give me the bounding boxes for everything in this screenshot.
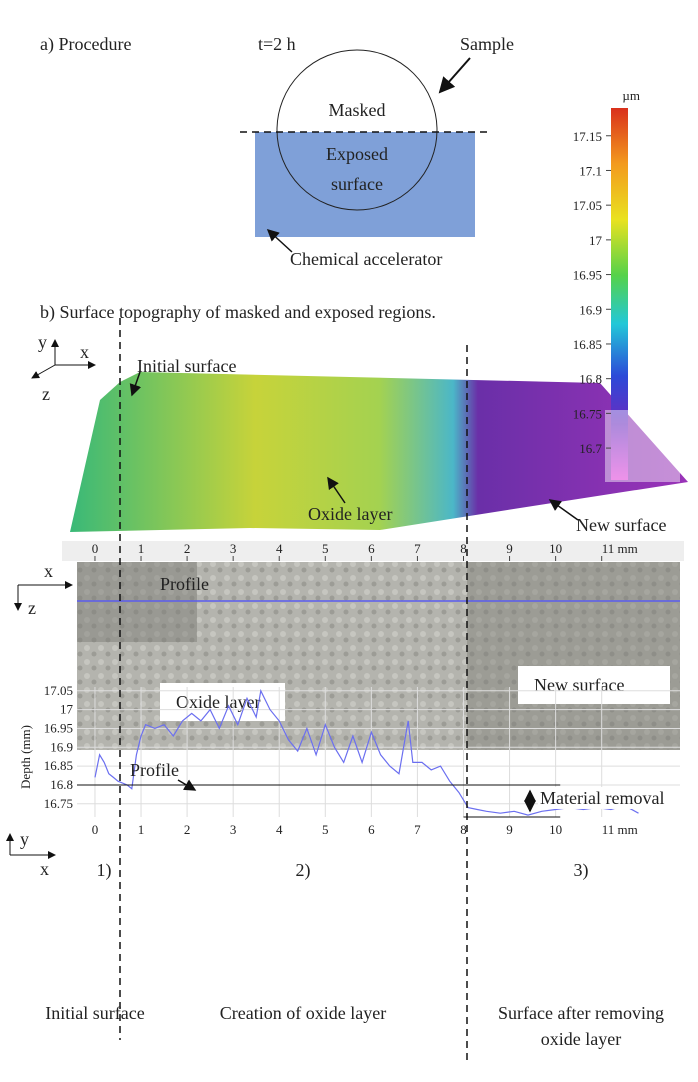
ruler-tick-label: 7 (414, 541, 421, 556)
x-tick-label: 11 mm (602, 822, 638, 837)
y-tick-label: 17 (60, 702, 74, 717)
colorbar-overlay (605, 410, 680, 482)
colorbar-tick-label: 16.95 (573, 268, 602, 283)
profile-series (94, 688, 639, 816)
arrow (129, 371, 142, 397)
ruler-tick-label: 11 mm (602, 541, 638, 556)
annotation: Oxide layer (308, 504, 392, 524)
ruler-tick-label: 4 (276, 541, 283, 556)
x-tick-label: 5 (322, 822, 329, 837)
stage-number: 3) (574, 860, 589, 881)
x-tick-label: 10 (549, 822, 562, 837)
x-tick-label: 7 (414, 822, 421, 837)
axis-glyph (31, 364, 56, 379)
axis-glyph-label: z (28, 598, 36, 618)
arrow (548, 499, 579, 521)
accelerator-label: Chemical accelerator (290, 249, 442, 269)
sample-circle (276, 49, 438, 211)
stage-label: Surface after removing (498, 1003, 664, 1023)
ruler-tick-label: 5 (322, 541, 329, 556)
colorbar-tick-label: 16.7 (579, 441, 602, 456)
stage-label: oxide layer (541, 1029, 621, 1049)
colorbar (611, 108, 628, 480)
colorbar-unit: µm (622, 88, 640, 103)
masked-label: Masked (329, 100, 386, 120)
axis-glyph-label: x (80, 342, 89, 362)
surface-3d (70, 372, 688, 532)
ruler-tick-label: 10 (549, 541, 562, 556)
exposed-label: surface (331, 174, 383, 194)
colorbar-tick-label: 16.8 (579, 372, 602, 387)
axis-glyph-label: y (20, 829, 29, 849)
colorbar-tick-label: 17.15 (573, 129, 602, 144)
y-tick-label: 16.8 (50, 777, 73, 792)
x-tick-label: 8 (460, 822, 467, 837)
photo-shade (467, 562, 680, 750)
axis-glyph-label: y (38, 332, 47, 352)
label-box (538, 786, 686, 809)
ruler-tick-label: 3 (230, 541, 237, 556)
annotation: Profile (160, 574, 209, 594)
label-box (160, 683, 285, 721)
sample-label: Sample (460, 34, 514, 54)
stage-number: 2) (296, 860, 311, 881)
annotation: New surface (576, 515, 666, 535)
ruler-tick-label: 2 (184, 541, 191, 556)
axis-glyph-label: z (42, 384, 50, 404)
x-tick-label: 0 (92, 822, 99, 837)
y-tick-label: 16.75 (44, 796, 73, 811)
y-tick-label: 16.95 (44, 720, 73, 735)
ruler-ticks: 0 1 2 3 4 5 6 7 8 9 10 11 mm (92, 541, 638, 561)
x-tick-label: 6 (368, 822, 375, 837)
exposed-region (255, 132, 475, 237)
stage-label: Initial surface (45, 1003, 144, 1023)
x-tick-label: 9 (506, 822, 513, 837)
y-tick-label: 17.05 (44, 683, 73, 698)
colorbar-tick-label: 16.75 (573, 406, 602, 421)
x-tick-label: 4 (276, 822, 283, 837)
ruler-tick-label: 9 (506, 541, 513, 556)
ruler-tick-label: 6 (368, 541, 375, 556)
colorbar-tick-label: 17.1 (579, 163, 602, 178)
arrow (327, 476, 346, 504)
ruler-tick-label: 0 (92, 541, 99, 556)
annotation: New surface (534, 675, 624, 695)
arrow (266, 228, 293, 253)
annotation: Material removal (540, 788, 664, 808)
label-box (518, 666, 670, 704)
colorbar-tick-label: 16.9 (579, 302, 602, 317)
colorbar-tick-label: 17.05 (573, 198, 602, 213)
colorbar-tick-label: 16.85 (573, 337, 602, 352)
profile-chart: 16.75 16.8 16.85 16.9 16.95 17 17.05 0 1 2 3 4 5 6 7 8 9… (44, 683, 686, 837)
x-tick-label: 1 (138, 822, 145, 837)
y-tick-label: 16.9 (50, 739, 73, 754)
y-axis-label: Depth (mm) (18, 725, 33, 789)
ruler-tick-label: 1 (138, 541, 145, 556)
annotation: Initial surface (137, 356, 236, 376)
axis-glyph-label: x (40, 859, 49, 879)
panel-label: b) Surface topography of masked and expo… (40, 302, 436, 323)
panel-label: a) Procedure (40, 34, 131, 55)
time-label: t=2 h (258, 34, 296, 54)
x-tick-label: 3 (230, 822, 237, 837)
photo-shade (77, 562, 197, 642)
legend-label: Profile (130, 760, 179, 780)
exposed-label: Exposed (326, 144, 388, 164)
ruler-tick-label: 8 (460, 541, 467, 556)
x-tick-label: 2 (184, 822, 191, 837)
axis-glyph-label: x (44, 561, 53, 581)
ruler (62, 541, 684, 561)
arrow (438, 57, 471, 94)
stage-label: Creation of oxide layer (220, 1003, 386, 1023)
colorbar-tick-label: 17 (589, 233, 603, 248)
y-tick-label: 16.85 (44, 758, 73, 773)
annotation: Oxide layer (176, 692, 260, 712)
stage-number: 1) (97, 860, 112, 881)
